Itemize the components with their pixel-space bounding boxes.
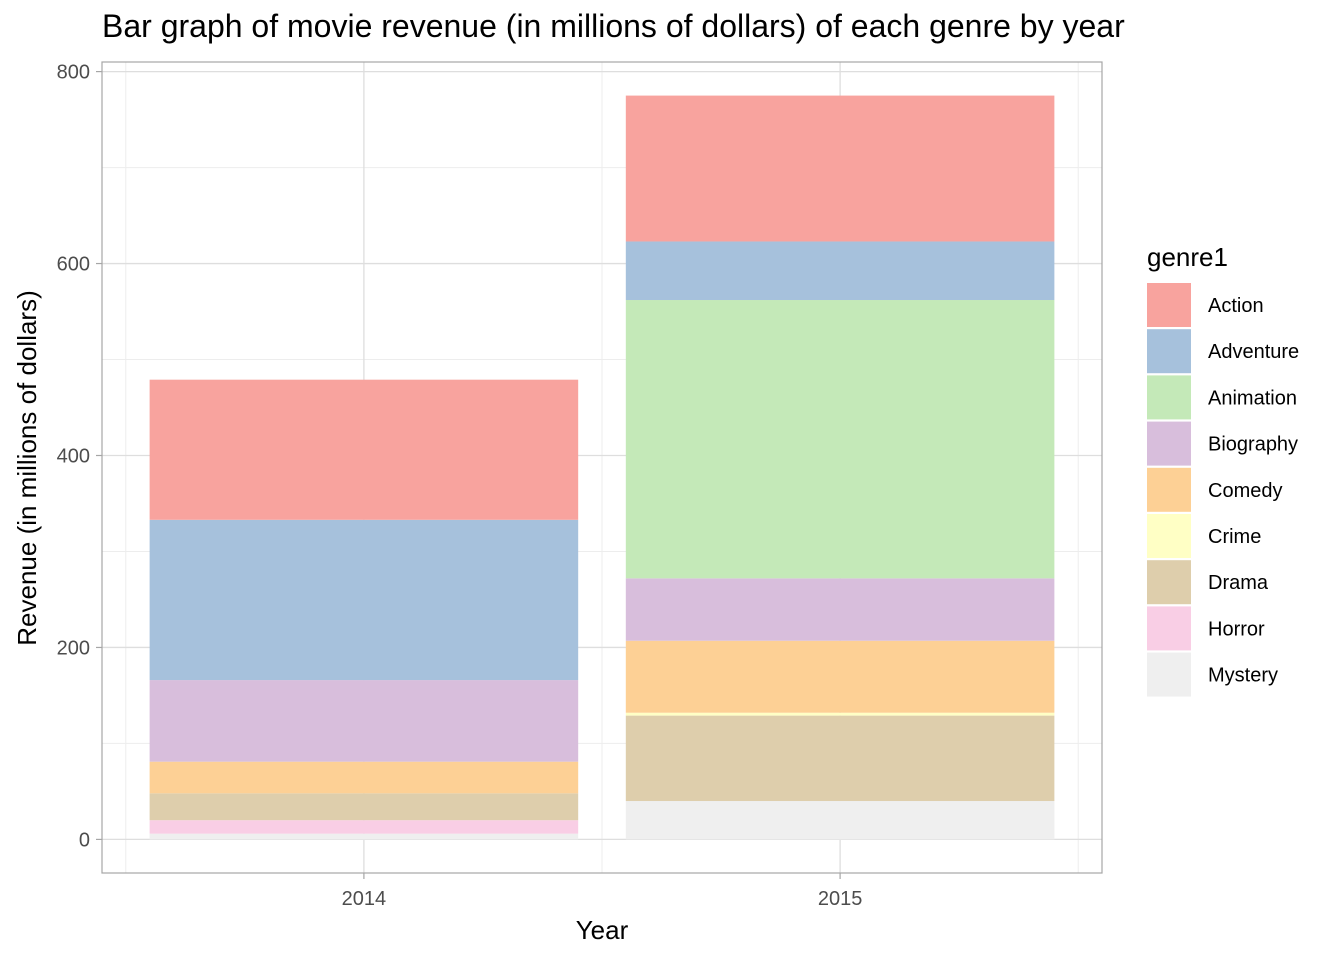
legend-label-horror: Horror <box>1208 618 1265 640</box>
y-axis-title: Revenue (in millions of dollars) <box>12 290 42 645</box>
legend-label-crime: Crime <box>1208 526 1261 548</box>
bar-action-2015 <box>625 95 1055 242</box>
x-axis-title: Year <box>576 915 629 945</box>
bar-drama-2015 <box>625 715 1055 802</box>
legend-label-drama: Drama <box>1208 572 1269 594</box>
legend-key-comedy <box>1147 467 1191 512</box>
x-tick-label: 2015 <box>818 888 863 910</box>
bar-adventure-2014 <box>149 519 579 681</box>
bar-adventure-2015 <box>625 241 1055 301</box>
legend-label-biography: Biography <box>1208 434 1298 456</box>
legend-label-adventure: Adventure <box>1208 341 1299 363</box>
legend-label-animation: Animation <box>1208 387 1297 409</box>
bar-biography-2014 <box>149 680 579 762</box>
legend-key-biography <box>1147 421 1191 466</box>
legend-label-action: Action <box>1208 295 1264 317</box>
legend-key-drama <box>1147 560 1191 605</box>
panel-border <box>101 61 1103 874</box>
legend-key-animation <box>1147 375 1191 420</box>
y-tick-label: 600 <box>57 254 90 276</box>
bar-mystery-2014 <box>149 833 579 840</box>
bar-animation-2015 <box>625 300 1055 579</box>
y-tick-label: 200 <box>57 637 90 659</box>
legend-key-crime <box>1147 514 1191 558</box>
legend-key-mystery <box>1147 652 1191 697</box>
legend-key-horror <box>1147 606 1191 651</box>
y-tick-label: 0 <box>79 829 90 851</box>
bar-mystery-2015 <box>625 801 1055 840</box>
x-tick-label: 2014 <box>342 888 387 910</box>
axis-layer: 0 200 400 600 800 2014 2015 <box>57 62 863 910</box>
bar-drama-2014 <box>149 793 579 821</box>
bar-biography-2015 <box>625 578 1055 641</box>
bar-layer <box>149 95 1055 840</box>
legend-title: genre1 <box>1147 242 1228 272</box>
y-tick-label: 800 <box>57 62 90 84</box>
legend-key-adventure <box>1147 329 1191 374</box>
bar-crime-2015 <box>625 712 1055 716</box>
chart-title: Bar graph of movie revenue (in millions … <box>102 8 1125 44</box>
legend-key-action <box>1147 283 1191 327</box>
bar-action-2014 <box>149 379 579 520</box>
legend: genre1 Action Adventure Animation Biography… <box>1147 242 1299 697</box>
bar-horror-2014 <box>149 820 579 834</box>
legend-label-comedy: Comedy <box>1208 480 1282 502</box>
bar-comedy-2015 <box>625 640 1055 713</box>
y-tick-label: 400 <box>57 446 90 468</box>
bar-comedy-2014 <box>149 761 579 794</box>
legend-label-mystery: Mystery <box>1208 665 1278 687</box>
